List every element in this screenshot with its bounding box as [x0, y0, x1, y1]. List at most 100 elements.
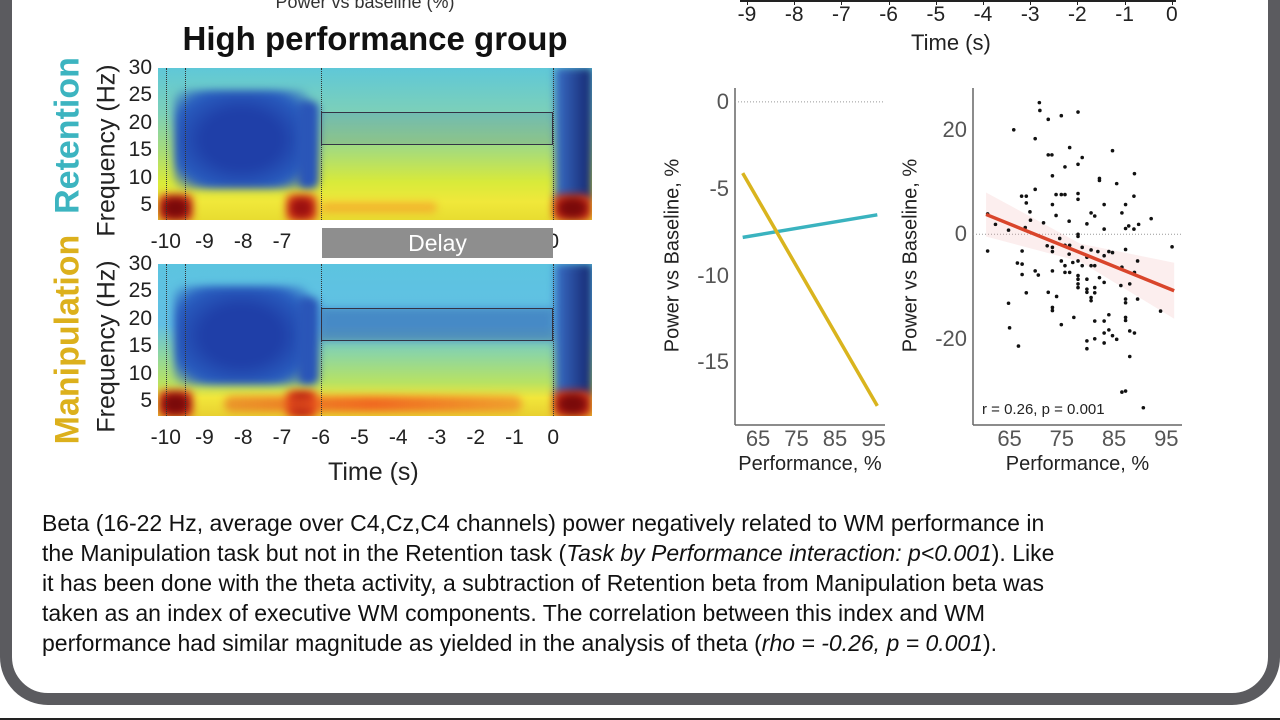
data-point [1123, 318, 1128, 323]
data-point [1020, 249, 1024, 253]
data-point [1170, 245, 1174, 249]
data-point [1110, 333, 1115, 338]
x-tick-mark [1077, 0, 1079, 5]
paragraph-line: performance had similar magnitude as yie… [42, 628, 1262, 658]
y-tick-label: 30 [128, 252, 152, 275]
y-tick-label: 5 [140, 193, 152, 217]
x-tick-mark [1171, 0, 1173, 5]
y-tick-label: 20 [128, 306, 152, 330]
y-tick-label: -15 [697, 349, 729, 375]
data-point [1092, 319, 1097, 323]
data-point [1123, 297, 1128, 301]
data-point [1102, 331, 1106, 335]
data-point [1067, 270, 1072, 275]
data-point [1011, 127, 1016, 132]
dotted-marker-line [165, 264, 167, 416]
red-theta-region [158, 194, 193, 220]
data-point [1050, 308, 1055, 313]
data-point [1067, 145, 1072, 150]
data-point [1076, 273, 1080, 278]
x-tick-label: -7 [832, 3, 851, 26]
data-point [1041, 221, 1046, 225]
data-point [1050, 245, 1055, 250]
data-point [1076, 191, 1080, 196]
spectrogram-retention [158, 68, 592, 220]
x-tick-label: 0 [547, 230, 560, 253]
data-point [1076, 277, 1080, 282]
y-tick-label: -10 [697, 262, 729, 288]
data-point [1132, 331, 1137, 335]
data-point [1110, 250, 1115, 255]
y-axis-label: Power vs Baseline, % [661, 158, 684, 352]
x-tick-label: -6 [879, 3, 898, 26]
data-point [1123, 389, 1128, 393]
data-point [1063, 263, 1067, 268]
x-tick-label: -5 [926, 3, 946, 26]
data-point [993, 222, 998, 227]
data-point [1050, 173, 1055, 178]
red-theta-region [553, 390, 592, 416]
y-tick-label: -5 [709, 175, 729, 201]
x-tick-label: 65 [997, 426, 1022, 451]
correlation-annotation: r = 0.26, p = 0.001 [982, 401, 1105, 418]
data-point [1054, 294, 1059, 299]
data-point [1089, 211, 1093, 215]
x-tick-mark [983, 0, 984, 5]
data-point [1050, 249, 1055, 254]
data-point [1076, 197, 1080, 202]
y-tick-label: 10 [128, 361, 152, 385]
text: ). Like [991, 540, 1055, 566]
blue-desync-region [555, 264, 592, 396]
data-point [1102, 253, 1106, 258]
data-point [1080, 245, 1085, 250]
data-point [1123, 226, 1128, 231]
data-point [1006, 228, 1011, 232]
blue-desync-region [297, 100, 319, 189]
data-point [1092, 263, 1097, 268]
x-tick-label: -2 [466, 426, 486, 449]
data-point [1059, 322, 1064, 327]
data-point [1126, 224, 1131, 228]
text: Beta (16-22 Hz, average over C4,Cz,C4 ch… [42, 510, 1045, 536]
data-point [1072, 315, 1076, 320]
regression-line [985, 212, 1175, 293]
data-point [1059, 192, 1064, 197]
x-tick-mark [1124, 0, 1126, 5]
data-point [1033, 269, 1037, 273]
confidence-band [986, 192, 1175, 319]
x-tick-label: -1 [1115, 3, 1134, 26]
data-point [1037, 100, 1042, 105]
data-point [1054, 213, 1058, 218]
delay-bar: Delay [322, 228, 553, 258]
data-point [1059, 259, 1064, 263]
x-tick-label: -8 [233, 230, 253, 253]
retention-fit-line [742, 213, 878, 240]
x-axis-line [740, 0, 1176, 2]
x-tick-label: -3 [1020, 3, 1040, 26]
data-point [1085, 346, 1089, 351]
data-point [1123, 315, 1128, 320]
dotted-marker-line [553, 264, 555, 416]
divider [0, 718, 1280, 720]
data-point [1046, 290, 1051, 295]
orange-theta-band [320, 202, 437, 214]
data-point [1076, 234, 1080, 239]
data-point [1028, 218, 1033, 222]
data-point [1024, 201, 1029, 205]
data-point [1102, 319, 1106, 323]
data-point [1028, 210, 1032, 214]
x-axis-label: Performance, % [1005, 453, 1150, 475]
text: performance had similar magnitude as yie… [42, 630, 762, 656]
data-point [1076, 110, 1080, 114]
data-point [1063, 270, 1067, 275]
y-tick-label: 20 [128, 110, 152, 134]
x-tick-label: 0 [547, 426, 560, 449]
data-point [1076, 282, 1080, 286]
data-point [1127, 329, 1132, 333]
x-tick-label: -1 [505, 426, 524, 449]
highlight-box [320, 307, 554, 341]
data-point [1135, 297, 1140, 301]
data-point [1092, 214, 1097, 218]
y-tick-label: 15 [128, 334, 152, 358]
data-point [1050, 202, 1055, 207]
